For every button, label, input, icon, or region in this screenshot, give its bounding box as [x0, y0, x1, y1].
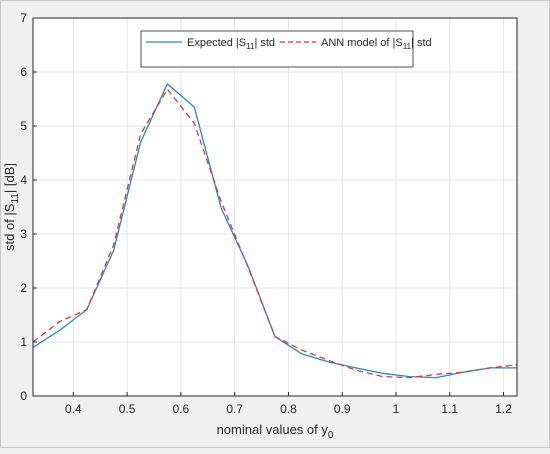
y-tick-label: 2 — [20, 281, 27, 295]
x-tick-label: 1 — [393, 402, 400, 416]
x-tick-label: 0.4 — [65, 402, 82, 416]
y-tick-label: 6 — [20, 65, 27, 79]
plot-border — [32, 17, 518, 397]
y-tick-label: 3 — [20, 227, 27, 241]
series-line-ann — [32, 88, 518, 379]
y-axis-label-subscript: 11 — [10, 193, 21, 204]
legend-label-expected: Expected |S11| std — [187, 37, 275, 51]
legend-label-ann: ANN model of |S11| std — [321, 37, 432, 51]
x-axis-label: nominal values of y0 — [217, 422, 334, 441]
x-tick-label: 0.7 — [226, 402, 243, 416]
x-tick-label: 0.6 — [173, 402, 190, 416]
legend: Expected |S11| std ANN model of |S11| st… — [140, 30, 432, 68]
y-axis-label: std of |S11| [dB] — [2, 163, 21, 251]
y-axis: 0 1 2 3 4 5 6 7 — [20, 11, 37, 403]
y-tick-label: 4 — [20, 173, 27, 187]
y-tick-label: 5 — [20, 119, 27, 133]
y-tick-label: 7 — [20, 11, 27, 25]
y-tick-label: 0 — [20, 389, 27, 403]
x-tick-label: 1.1 — [441, 402, 458, 416]
x-tick-label: 0.8 — [280, 402, 297, 416]
x-tick-label: 0.5 — [119, 402, 136, 416]
grid — [33, 18, 517, 396]
legend-box — [140, 30, 414, 68]
x-axis-label-subscript: 0 — [328, 430, 334, 441]
x-tick-label: 1.2 — [495, 402, 512, 416]
x-tick-label: 0.9 — [334, 402, 351, 416]
series-layer — [32, 83, 518, 379]
x-axis: 0.4 0.5 0.6 0.7 0.8 0.9 1 1.1 1.2 — [65, 392, 512, 416]
plot-area — [33, 18, 517, 396]
y-tick-label: 1 — [20, 335, 27, 349]
